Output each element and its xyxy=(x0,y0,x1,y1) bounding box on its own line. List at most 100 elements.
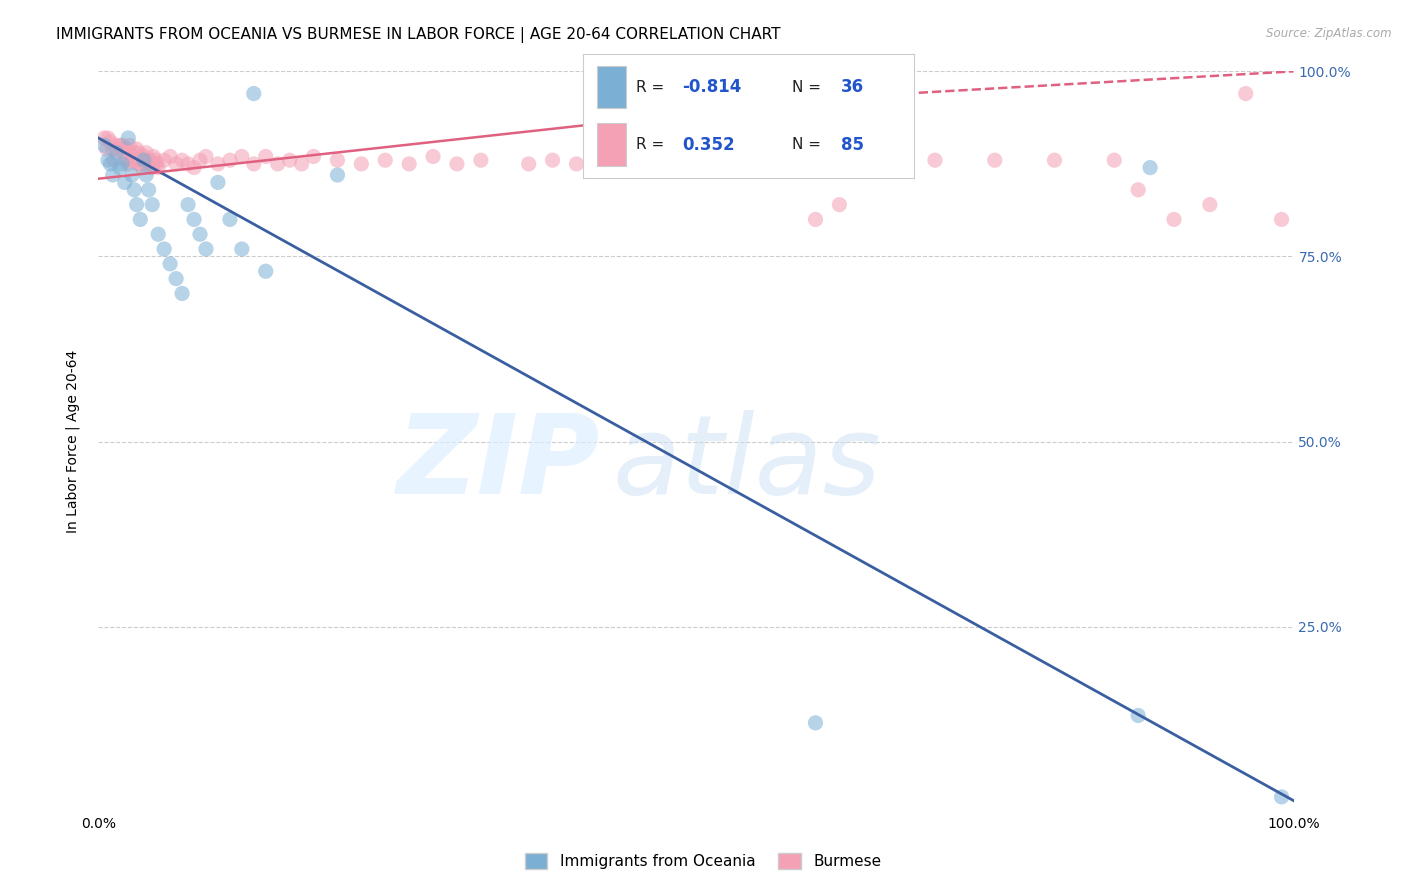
Point xyxy=(135,145,157,160)
Text: atlas: atlas xyxy=(613,410,882,517)
Point xyxy=(128,145,150,160)
Point xyxy=(1043,153,1066,168)
Text: N =: N = xyxy=(792,137,821,153)
Point xyxy=(172,286,194,301)
Point xyxy=(114,142,136,156)
Text: IMMIGRANTS FROM OCEANIA VS BURMESE IN LABOR FORCE | AGE 20-64 CORRELATION CHART: IMMIGRANTS FROM OCEANIA VS BURMESE IN LA… xyxy=(56,27,780,43)
Text: R =: R = xyxy=(637,79,665,95)
Text: 36: 36 xyxy=(841,78,865,96)
Point xyxy=(125,142,148,156)
Point xyxy=(1163,212,1185,227)
Point xyxy=(219,153,242,168)
Point xyxy=(541,153,564,168)
Point xyxy=(132,153,155,168)
Point xyxy=(804,212,827,227)
Point xyxy=(565,157,588,171)
Point xyxy=(101,142,124,156)
Point xyxy=(165,271,187,285)
Point xyxy=(350,157,373,171)
Point xyxy=(1104,153,1126,168)
Point xyxy=(195,242,218,256)
Point xyxy=(141,197,163,211)
Point xyxy=(105,145,128,160)
Text: Source: ZipAtlas.com: Source: ZipAtlas.com xyxy=(1267,27,1392,40)
Point xyxy=(422,149,444,163)
Point xyxy=(685,161,707,175)
Point xyxy=(97,131,120,145)
Point xyxy=(326,153,349,168)
Y-axis label: In Labor Force | Age 20-64: In Labor Force | Age 20-64 xyxy=(65,350,80,533)
Point xyxy=(135,168,157,182)
Point xyxy=(865,157,887,171)
Point xyxy=(470,153,492,168)
Point xyxy=(177,197,200,211)
Point xyxy=(254,149,277,163)
Point xyxy=(648,153,672,168)
Point xyxy=(105,138,128,153)
Point xyxy=(153,153,176,168)
Point xyxy=(626,157,648,171)
Point xyxy=(129,157,152,171)
Point xyxy=(125,197,148,211)
Point xyxy=(139,153,162,168)
Point xyxy=(195,149,218,163)
Point xyxy=(115,142,138,156)
Point xyxy=(231,242,253,256)
Point xyxy=(122,153,145,168)
Text: R =: R = xyxy=(637,137,665,153)
Point xyxy=(159,257,181,271)
Point xyxy=(219,212,242,227)
Point xyxy=(138,157,160,171)
Point xyxy=(114,175,136,190)
Point xyxy=(159,149,181,163)
Point xyxy=(172,153,194,168)
Point xyxy=(589,153,612,168)
Point xyxy=(93,131,115,145)
Point xyxy=(165,157,187,171)
Point xyxy=(148,227,170,242)
Point xyxy=(148,161,170,175)
Point xyxy=(446,157,468,171)
Point xyxy=(1234,87,1257,101)
Point xyxy=(124,183,146,197)
Point xyxy=(1128,708,1150,723)
Point xyxy=(93,138,115,153)
Point xyxy=(124,145,146,160)
Point xyxy=(112,145,135,160)
FancyBboxPatch shape xyxy=(596,66,627,109)
Point xyxy=(143,157,166,171)
Point xyxy=(132,149,155,163)
Point xyxy=(768,153,790,168)
Text: -0.814: -0.814 xyxy=(683,78,742,96)
Point xyxy=(183,161,205,175)
Point xyxy=(131,153,153,168)
Point xyxy=(138,183,160,197)
Point xyxy=(207,175,229,190)
Point xyxy=(398,157,420,171)
Text: ZIP: ZIP xyxy=(396,410,600,517)
Point xyxy=(131,161,153,175)
Point xyxy=(117,131,139,145)
Point xyxy=(111,138,134,153)
Point xyxy=(107,142,129,156)
Point xyxy=(96,142,118,156)
Point xyxy=(183,212,205,227)
Point xyxy=(139,157,162,171)
Point xyxy=(267,157,290,171)
Point xyxy=(278,153,301,168)
Point xyxy=(108,161,131,175)
Point xyxy=(326,168,349,182)
Point xyxy=(177,157,200,171)
Point xyxy=(108,138,131,153)
Point xyxy=(231,149,253,163)
Point xyxy=(121,168,143,182)
Point xyxy=(374,153,396,168)
Point xyxy=(745,157,768,171)
Point xyxy=(1128,183,1150,197)
Point xyxy=(1271,789,1294,804)
Point xyxy=(134,157,156,171)
Point xyxy=(291,157,314,171)
Point xyxy=(302,149,325,163)
Point xyxy=(804,715,827,730)
Point xyxy=(117,157,139,171)
